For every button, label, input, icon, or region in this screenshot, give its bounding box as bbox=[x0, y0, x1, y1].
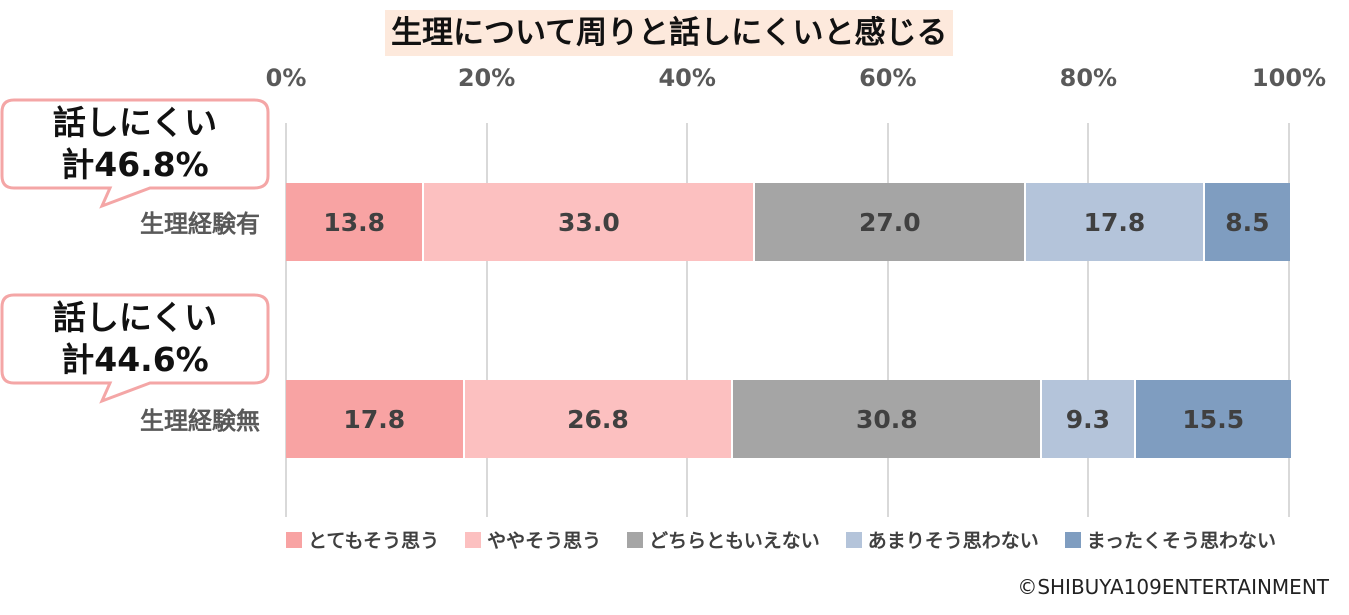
x-tick-label: 40% bbox=[658, 64, 716, 92]
callout-line1: 話しにくい bbox=[52, 298, 218, 337]
legend-item: どちらともいえない bbox=[627, 526, 820, 553]
bar-segment: 17.8 bbox=[1026, 183, 1205, 261]
x-tick-label: 20% bbox=[457, 64, 516, 92]
legend-label: とてもそう思う bbox=[308, 530, 440, 552]
legend-item: あまりそう思わない bbox=[845, 526, 1039, 553]
legend-item: ややそう思う bbox=[465, 526, 601, 553]
bar-segment: 30.8 bbox=[733, 380, 1043, 458]
callout-line2: 計44.6% bbox=[61, 340, 209, 379]
category-label: 生理経験無 bbox=[140, 407, 260, 435]
category-label: 生理経験有 bbox=[140, 210, 260, 238]
gridline bbox=[485, 123, 488, 517]
callout-line1: 話しにくい bbox=[52, 103, 218, 142]
callout-line2: 計46.8% bbox=[61, 145, 209, 184]
gridline bbox=[285, 123, 287, 517]
legend-label: どちらともいえない bbox=[649, 530, 820, 552]
gridline bbox=[686, 123, 689, 517]
x-tick-label: 100% bbox=[1251, 64, 1327, 92]
legend-swatch bbox=[465, 531, 482, 548]
legend-swatch bbox=[286, 531, 302, 548]
gridline bbox=[886, 123, 889, 517]
bar-segment: 9.3 bbox=[1042, 380, 1136, 458]
legend-label: ややそう思う bbox=[487, 530, 602, 552]
legend-swatch bbox=[627, 531, 644, 548]
bar-segment: 8.5 bbox=[1204, 183, 1290, 261]
x-tick-label: 80% bbox=[1059, 64, 1118, 92]
chart-title: 生理について周りと話しにくいと感じる bbox=[385, 10, 954, 56]
legend-label: あまりそう思わない bbox=[867, 530, 1039, 552]
speech-bubble: 話しにくい 計44.6% bbox=[0, 293, 272, 405]
legend: とてもそう思う ややそう思う どちらともいえない あまりそう思わない まったくそう思わな… bbox=[286, 526, 1276, 553]
x-tick-label: 60% bbox=[859, 64, 917, 92]
gridline bbox=[1288, 123, 1290, 517]
copyright-credit: ©SHIBUYA109ENTERTAINMENT bbox=[1017, 575, 1329, 599]
bar-row: 17.8 26.8 30.8 9.3 15.5 bbox=[286, 380, 1291, 458]
gridline bbox=[1087, 123, 1090, 517]
legend-item: まったくそう思わない bbox=[1064, 526, 1277, 553]
bar-segment: 26.8 bbox=[464, 380, 734, 458]
legend-swatch bbox=[845, 531, 862, 548]
legend-swatch bbox=[1064, 531, 1081, 548]
speech-bubble: 話しにくい 計46.8% bbox=[0, 98, 272, 210]
legend-label: まったくそう思わない bbox=[1086, 530, 1277, 552]
bar-row: 13.8 33.0 27.0 17.8 8.5 bbox=[286, 183, 1290, 261]
bar-segment: 33.0 bbox=[424, 183, 756, 261]
legend-item: とてもそう思う bbox=[286, 526, 439, 553]
bar-segment: 27.0 bbox=[755, 183, 1027, 261]
bar-segment: 17.8 bbox=[286, 380, 465, 458]
x-tick-label: 0% bbox=[265, 64, 307, 92]
bar-segment: 13.8 bbox=[286, 183, 425, 261]
bar-segment: 15.5 bbox=[1135, 380, 1291, 458]
